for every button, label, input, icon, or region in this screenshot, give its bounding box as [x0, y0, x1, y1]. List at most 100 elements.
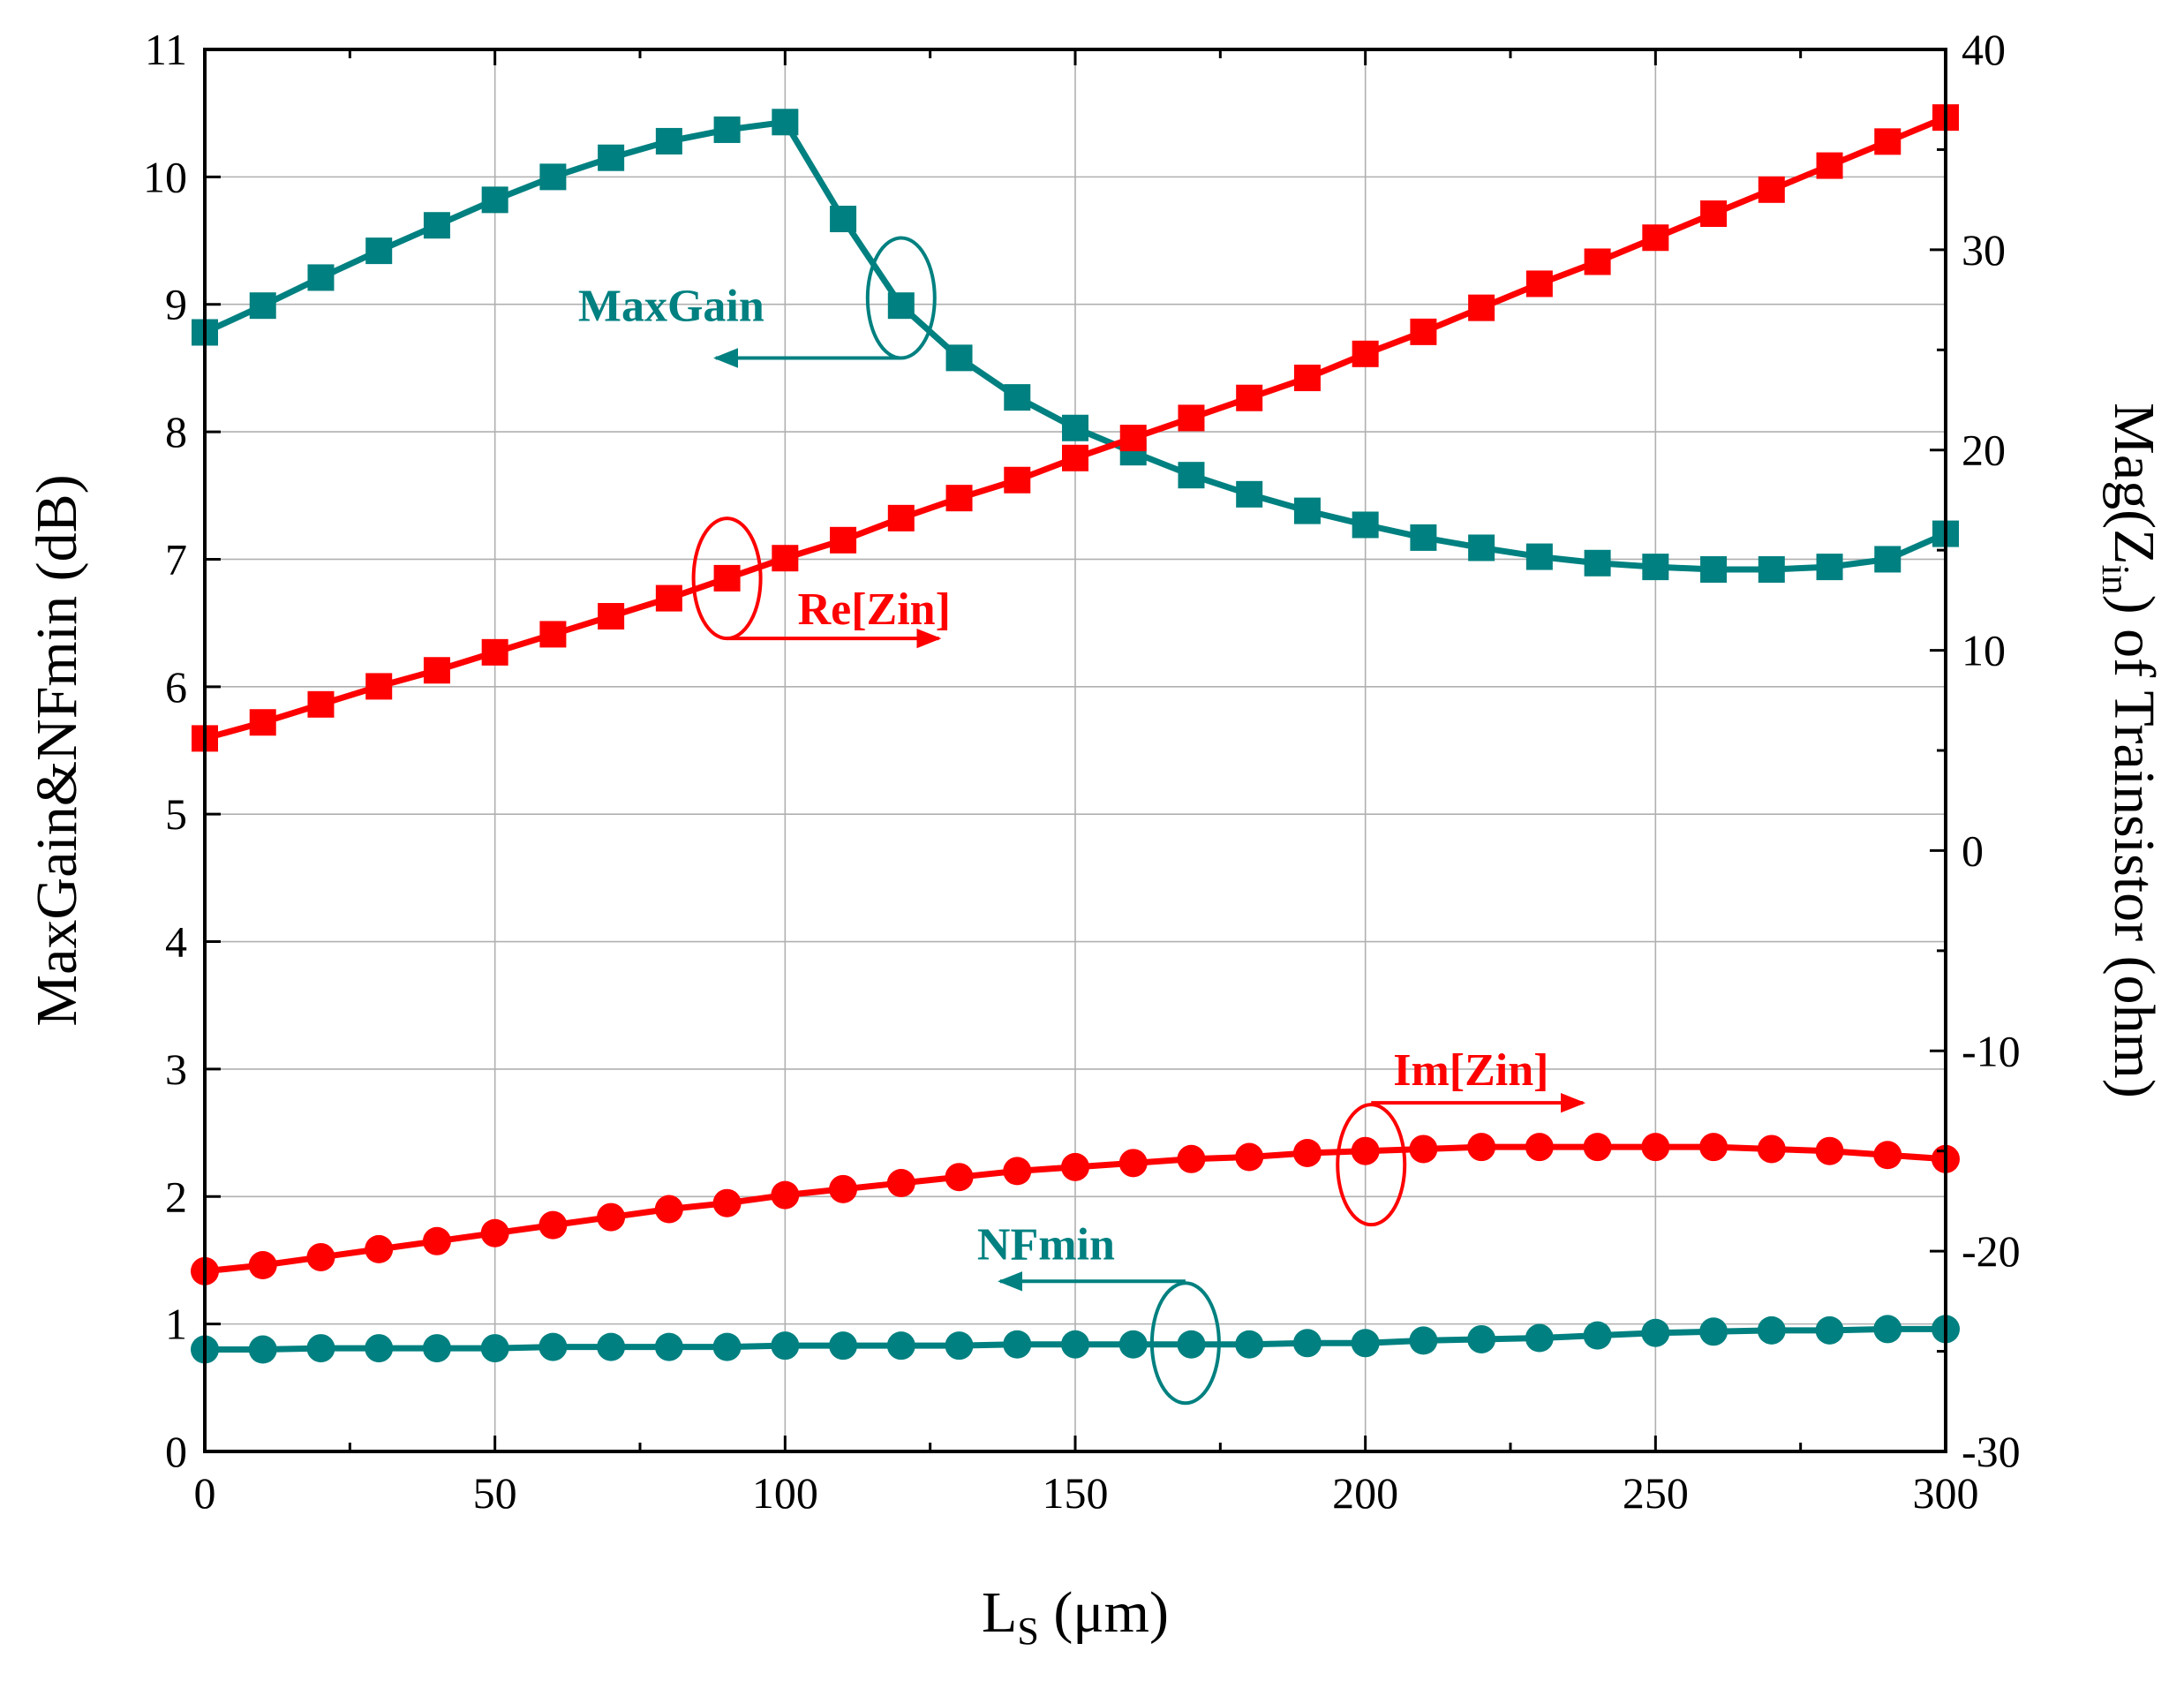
data-point [654, 1195, 683, 1224]
data-point [945, 485, 973, 512]
data-point [886, 1331, 915, 1361]
data-point [480, 1218, 509, 1248]
data-point [1409, 1134, 1438, 1164]
data-point [1352, 340, 1379, 367]
data-point [249, 292, 276, 320]
data-point [772, 109, 799, 136]
data-point [1178, 404, 1205, 432]
y-right-tick-label: 0 [1962, 825, 1984, 875]
y-left-tick-label: 4 [165, 917, 187, 967]
data-point [1351, 1329, 1380, 1358]
annotation-im-zin-: Im[Zin] [1336, 1045, 1586, 1227]
annotation-nfmin: NFmin [977, 1219, 1221, 1406]
annotation-re-zin-: Re[Zin] [691, 516, 951, 649]
data-point [1584, 549, 1611, 577]
annotation-label: Re[Zin] [798, 584, 951, 635]
y-left-axis-title: MaxGain&NFmin (dB) [25, 474, 89, 1026]
data-point [1700, 200, 1728, 228]
x-tick-label: 150 [1043, 1468, 1109, 1518]
data-point [1815, 1136, 1844, 1165]
data-point [771, 1331, 800, 1361]
data-point [1758, 556, 1785, 584]
y-right-title-pre: Mag(Z [2102, 403, 2166, 564]
data-point [1236, 480, 1263, 508]
data-point [365, 1334, 394, 1363]
x-tick-label: 100 [752, 1468, 818, 1518]
x-axis-title-main: L [982, 1580, 1017, 1645]
data-point [712, 1188, 742, 1217]
y-right-tick-label: -10 [1962, 1026, 2021, 1075]
data-point [365, 237, 393, 265]
y-left-tick-label: 11 [145, 25, 187, 74]
y-right-axis-title: Mag(Zin) of Trainsistor (ohm) [2094, 403, 2166, 1098]
data-point [1003, 1157, 1032, 1186]
data-point [1758, 176, 1785, 203]
data-point [1816, 152, 1843, 179]
data-point [1004, 466, 1031, 494]
data-point [1873, 1141, 1902, 1170]
data-point [1699, 1133, 1728, 1162]
y-right-tick-label: 10 [1962, 626, 2006, 675]
annotation-label: Im[Zin] [1393, 1045, 1548, 1096]
y-left-tick-label: 2 [165, 1172, 187, 1221]
y-right-title-sub: in [2094, 564, 2137, 594]
data-point [1293, 365, 1321, 392]
data-point [887, 504, 915, 531]
annotation-maxgain: MaxGain [578, 236, 937, 368]
data-point [1410, 318, 1437, 345]
data-point [1292, 1138, 1322, 1167]
data-point [597, 1332, 626, 1361]
data-point [481, 638, 508, 666]
data-point [307, 264, 335, 291]
data-point [1699, 1317, 1728, 1346]
x-tick-label: 300 [1913, 1468, 1979, 1518]
data-point [830, 526, 857, 554]
series-re-zin- [192, 104, 1959, 752]
data-point [1468, 294, 1495, 321]
data-point [1293, 497, 1321, 524]
data-point [1816, 554, 1843, 581]
data-point [538, 1210, 568, 1240]
annotation-label: NFmin [977, 1219, 1115, 1270]
data-point [597, 1202, 626, 1232]
data-point [829, 1331, 858, 1361]
data-point [538, 1332, 568, 1361]
data-point [422, 1334, 451, 1363]
data-point [1061, 1330, 1089, 1359]
data-point [713, 116, 741, 143]
data-point [1468, 534, 1495, 562]
data-point [712, 1332, 742, 1361]
data-point [539, 163, 567, 191]
data-point [1642, 554, 1669, 581]
data-point [423, 212, 450, 239]
data-point [598, 603, 625, 630]
data-point [945, 1163, 974, 1192]
data-point [1292, 1329, 1322, 1358]
data-point [1873, 1315, 1902, 1344]
data-point [598, 144, 625, 171]
data-point [1410, 524, 1437, 551]
data-point [1815, 1315, 1844, 1345]
data-point [306, 1334, 335, 1363]
data-point [1525, 543, 1553, 570]
y-right-tick-label: -30 [1962, 1427, 2021, 1476]
annotation-label: MaxGain [578, 282, 764, 332]
axes: 0 50 100 150 200 250 30001234567891011-30-20-1… [143, 25, 2021, 1518]
data-point [655, 127, 682, 155]
data-point [1467, 1133, 1496, 1162]
x-tick-label: 200 [1332, 1468, 1398, 1518]
y-left-tick-label: 6 [165, 662, 187, 712]
data-point [829, 1174, 858, 1203]
data-point [1641, 1133, 1670, 1162]
data-point [1583, 1321, 1612, 1350]
data-point [1352, 511, 1379, 539]
data-point [1409, 1326, 1438, 1355]
data-point [1118, 1330, 1148, 1359]
y-left-tick-label: 10 [143, 152, 187, 201]
y-left-tick-label: 0 [165, 1427, 187, 1476]
data-point [307, 690, 335, 718]
data-point [1235, 1330, 1264, 1359]
data-point [1641, 1318, 1670, 1347]
data-point [306, 1242, 335, 1271]
data-point [1874, 128, 1902, 155]
